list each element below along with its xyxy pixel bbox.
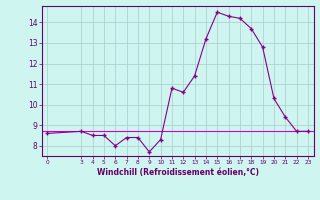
X-axis label: Windchill (Refroidissement éolien,°C): Windchill (Refroidissement éolien,°C) — [97, 168, 259, 177]
